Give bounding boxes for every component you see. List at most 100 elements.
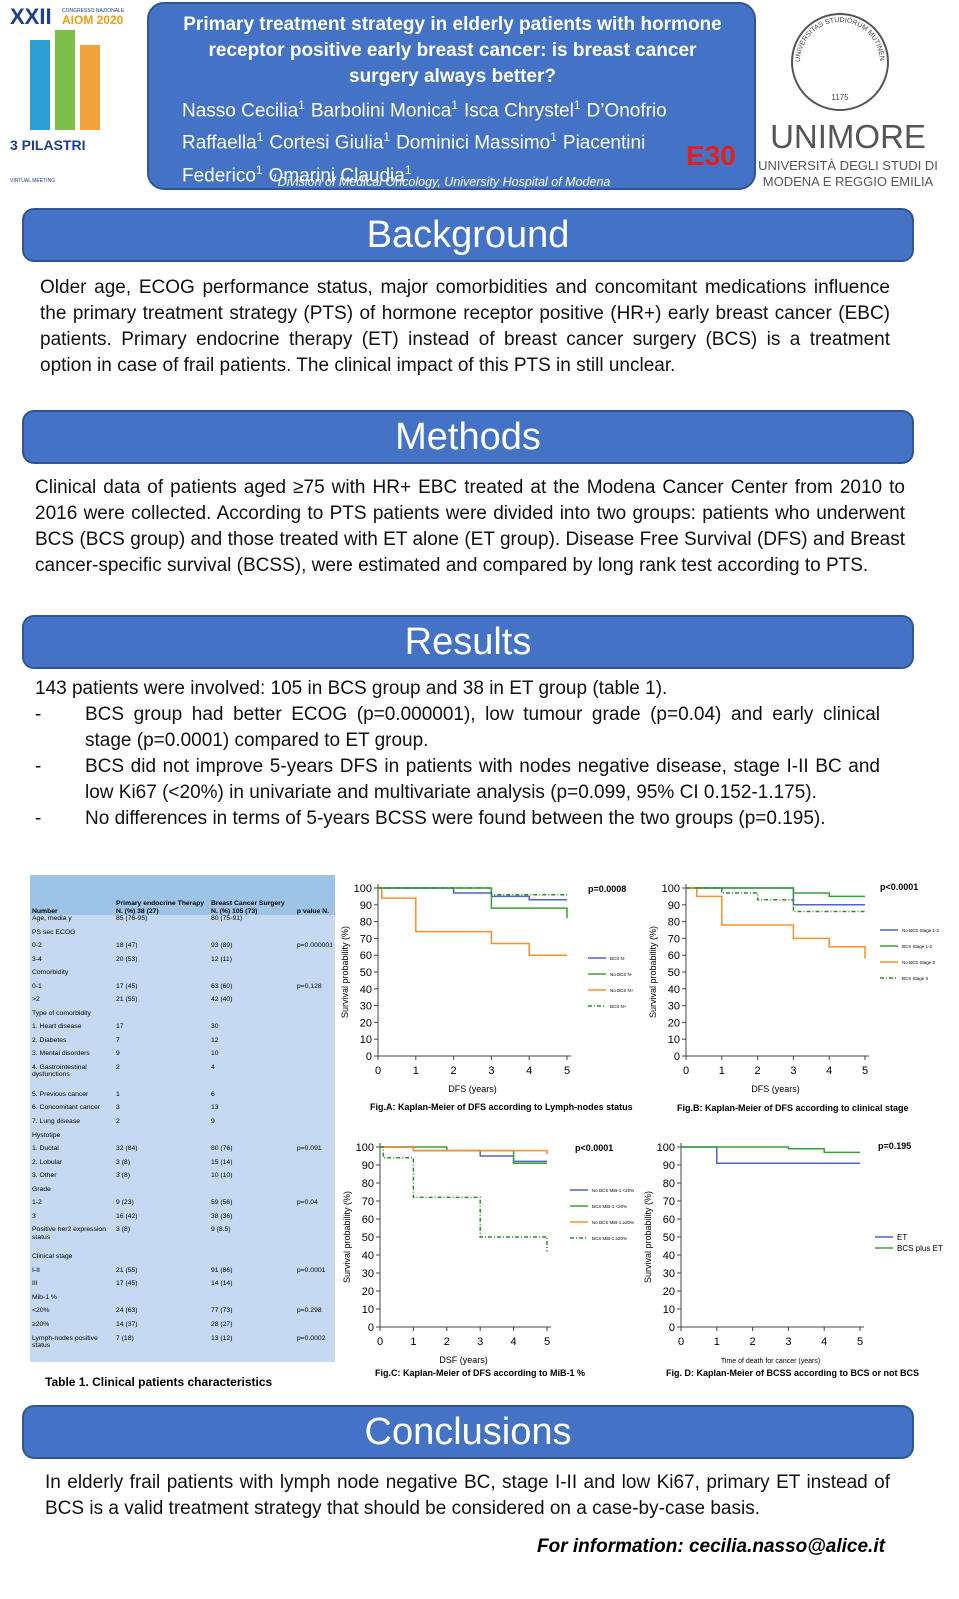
table-cell: 77 (73) (210, 1307, 233, 1315)
x-tick-label: 5 (564, 1065, 570, 1077)
table-cell (295, 1294, 335, 1308)
y-tick-label: 0 (368, 1322, 374, 1334)
table-cell: 1. Ductal (32, 1145, 59, 1153)
table-cell (114, 929, 209, 943)
km-curve (681, 1146, 860, 1164)
y-tick-label: 40 (663, 1250, 675, 1262)
table-cell: 5. Previous cancer (32, 1090, 89, 1098)
x-tick-label: 3 (488, 1065, 494, 1077)
table-cell (295, 1023, 335, 1037)
table-cell: 7 (18) (116, 1334, 134, 1342)
table-cell: 3-4 (32, 955, 42, 963)
chart-caption: Fig. D: Kaplan-Meier of BCSS according t… (666, 1368, 919, 1378)
table-cell: I-II (32, 1266, 40, 1274)
legend-label: No BCS Stage 3 (902, 960, 936, 965)
table-cell (295, 915, 335, 929)
table-row: 6. Concomitant cancer 3 13 (30, 1104, 335, 1118)
km-curve (378, 887, 567, 896)
x-tick-label: 0 (683, 1065, 689, 1077)
legend-label: BCS MiB-1 ≥20% (592, 1236, 627, 1241)
table-cell: 2 (116, 1063, 120, 1071)
table-cell: 42 (40) (210, 996, 233, 1004)
table-row: ≥20% 14 (37) 28 (27) (30, 1321, 335, 1335)
table-cell: p=0.298 (296, 1307, 322, 1315)
table-cell: 1 (116, 1090, 120, 1098)
x-tick-label: 4 (826, 1065, 832, 1077)
table-row: 1. Heart disease 17 30 (30, 1023, 335, 1037)
author-name: Isca Chrystel (464, 100, 574, 122)
affiliation-sup: 1 (272, 173, 278, 184)
y-tick-label: 70 (362, 1196, 374, 1208)
legend-label: BCS N- (610, 956, 626, 961)
author-sup: 1 (256, 130, 264, 145)
y-axis-label: Survival probability (%) (648, 926, 658, 1018)
y-tick-label: 30 (360, 1001, 372, 1013)
x-tick-label: 0 (377, 1336, 383, 1348)
table-cell: 16 (42) (116, 1212, 138, 1220)
km-curve (380, 1146, 548, 1155)
table-cell (295, 1213, 335, 1227)
table-cell: 7 (116, 1036, 120, 1044)
x-tick-label: 4 (821, 1336, 827, 1348)
x-tick-label: 5 (857, 1336, 863, 1348)
km-curve (380, 1146, 548, 1252)
table-cell: Age, media y (32, 915, 72, 922)
table-row: 3. Other 3 (8) 10 (10) (30, 1172, 335, 1186)
table-row: 0-2 18 (47) 93 (89) p=0.000001 (30, 942, 335, 956)
annotation: p=0.195 (878, 1141, 911, 1151)
y-tick-label: 0 (366, 1051, 372, 1063)
table-cell: 9 (210, 1117, 215, 1125)
x-axis-label: DSF (years) (439, 1355, 488, 1365)
table-cell: 10 (10) (210, 1172, 233, 1180)
table-row: <20% 24 (63) 77 (73) p=0.298 (30, 1307, 335, 1321)
author-name: D’Onofrio Raffaella (182, 100, 667, 154)
table-cell (295, 1280, 335, 1294)
table-cell: Positive her2 expression status (32, 1226, 107, 1241)
table-cell (295, 1132, 335, 1146)
table-cell (209, 1186, 295, 1200)
table-row: 2. Lobular 3 (8) 15 (14) (30, 1159, 335, 1173)
table-row: Hystotipe (30, 1132, 335, 1146)
y-tick-label: 60 (668, 950, 680, 962)
y-tick-label: 30 (668, 1001, 680, 1013)
table-cell: 17 (45) (116, 982, 138, 990)
header-cell: Breast Cancer Surgery N. (%) 105 (73) (210, 900, 285, 915)
table-cell: 28 (27) (210, 1320, 233, 1328)
km-curve (686, 887, 866, 959)
poster-code: E30 (686, 140, 736, 171)
table-cell (295, 1253, 335, 1267)
table-cell: 21 (55) (116, 996, 138, 1004)
y-tick-label: 60 (360, 950, 372, 962)
table-cell (295, 1037, 335, 1051)
table-cell: 3. Mental disorders (32, 1050, 90, 1058)
author-sup: 1 (255, 162, 263, 177)
table-row: Positive her2 expression status 3 (8) 9 (8… (30, 1226, 335, 1253)
section-heading: Methods (22, 410, 914, 464)
y-tick-label: 0 (669, 1322, 675, 1334)
y-tick-label: 30 (362, 1268, 374, 1280)
y-axis-label: Survival probability (%) (342, 1191, 352, 1283)
x-tick-label: 2 (750, 1336, 756, 1348)
y-tick-label: 100 (354, 883, 372, 895)
table-cell: Comorbidity (32, 969, 69, 977)
table-cell: p=0.04 (296, 1199, 318, 1207)
table-row: Lymph-nodes positive status 7 (18) 13 (12)… (30, 1335, 335, 1363)
table-cell (295, 1186, 335, 1200)
table-cell: PS sec ECOG (32, 928, 76, 936)
table-cell: 9 (8.5) (210, 1226, 231, 1234)
x-tick-label: 2 (755, 1065, 761, 1077)
table-cell (295, 1118, 335, 1132)
table-cell: 13 (12) (210, 1334, 233, 1342)
table-cell: 6 (210, 1090, 215, 1098)
conclusions-text: In elderly frail patients with lymph nod… (45, 1472, 890, 1519)
result-item: - BCS group had better ECOG (p=0.000001),… (35, 702, 880, 754)
table-cell (209, 1010, 295, 1024)
table-cell: 17 (45) (116, 1280, 138, 1288)
table-cell (114, 1294, 209, 1308)
table-cell (209, 929, 295, 943)
table-cell (114, 1010, 209, 1024)
table-cell (295, 996, 335, 1010)
table-cell: 2. Lobular (32, 1158, 63, 1166)
